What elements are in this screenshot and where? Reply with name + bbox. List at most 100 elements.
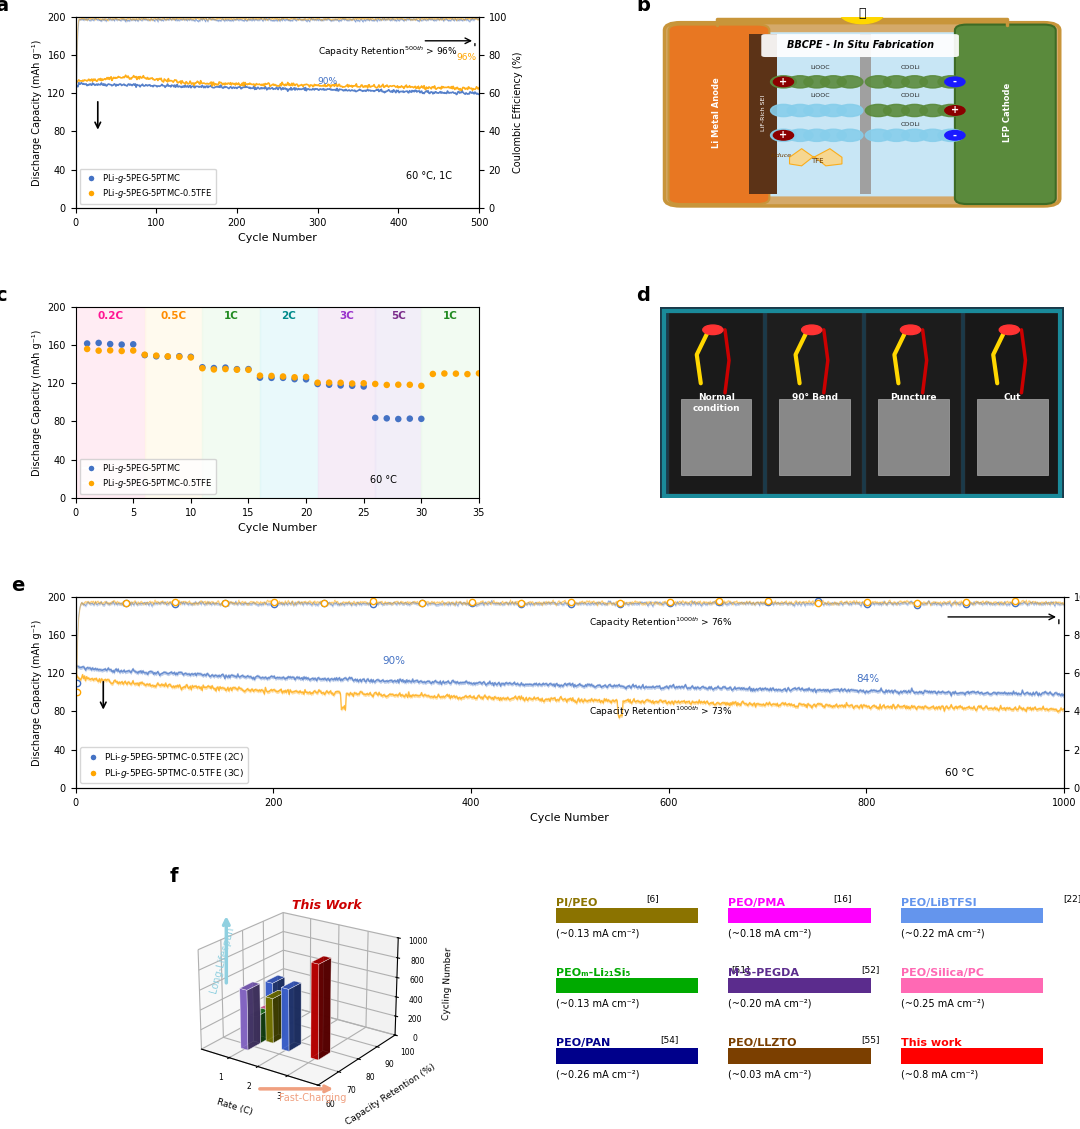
Text: c: c bbox=[0, 286, 6, 305]
Circle shape bbox=[703, 325, 723, 334]
Text: -: - bbox=[953, 77, 957, 87]
Bar bbox=[669, 313, 764, 495]
Bar bbox=[145, 307, 202, 498]
Text: Puncture: Puncture bbox=[891, 393, 937, 402]
Circle shape bbox=[937, 76, 963, 88]
Bar bbox=[966, 313, 1059, 495]
Circle shape bbox=[770, 76, 796, 88]
Circle shape bbox=[901, 325, 920, 334]
Point bbox=[183, 349, 200, 367]
Text: PEO/LLZTO: PEO/LLZTO bbox=[728, 1039, 797, 1049]
Point bbox=[332, 374, 349, 392]
Bar bbox=[901, 978, 1043, 994]
Point bbox=[274, 369, 292, 387]
Circle shape bbox=[883, 129, 909, 141]
Point bbox=[205, 359, 222, 377]
Text: 0.2C: 0.2C bbox=[97, 310, 123, 321]
Text: +: + bbox=[780, 77, 787, 87]
Text: +: + bbox=[780, 130, 787, 140]
Point bbox=[470, 365, 487, 383]
Bar bbox=[750, 34, 778, 194]
Text: [52]: [52] bbox=[862, 965, 880, 974]
Bar bbox=[680, 399, 752, 475]
Circle shape bbox=[787, 104, 813, 116]
Text: 5C: 5C bbox=[391, 310, 406, 321]
Y-axis label: Coulombic Efficiency (%): Coulombic Efficiency (%) bbox=[513, 52, 523, 173]
Point bbox=[217, 359, 234, 377]
Legend: PLi-$g$-5PEG-5PTMC-0.5TFE (2C), PLi-$g$-5PEG-5PTMC-0.5TFE (3C): PLi-$g$-5PEG-5PTMC-0.5TFE (2C), PLi-$g$-… bbox=[80, 747, 248, 784]
Point bbox=[205, 360, 222, 378]
Circle shape bbox=[865, 76, 891, 88]
Circle shape bbox=[999, 325, 1020, 334]
Point bbox=[355, 374, 373, 392]
Bar bbox=[375, 307, 421, 498]
Text: [22]: [22] bbox=[1063, 894, 1080, 903]
Text: LiOOC: LiOOC bbox=[810, 65, 829, 70]
Point bbox=[124, 335, 141, 353]
Circle shape bbox=[920, 129, 946, 141]
Bar bbox=[421, 307, 478, 498]
Circle shape bbox=[804, 104, 829, 116]
Text: PEO/LiBTFSI: PEO/LiBTFSI bbox=[901, 898, 976, 908]
Point bbox=[297, 370, 314, 388]
Legend: PLi-$g$-5PEG-5PTMC, PLi-$g$-5PEG-5PTMC-0.5TFE: PLi-$g$-5PEG-5PTMC, PLi-$g$-5PEG-5PTMC-0… bbox=[80, 168, 216, 203]
Circle shape bbox=[837, 104, 863, 116]
Bar bbox=[866, 313, 961, 495]
Text: e: e bbox=[12, 576, 25, 595]
Text: d: d bbox=[636, 286, 650, 305]
Circle shape bbox=[773, 131, 794, 140]
Point bbox=[148, 348, 165, 366]
Point bbox=[343, 377, 361, 395]
Text: Cut: Cut bbox=[1003, 393, 1022, 402]
Text: +: + bbox=[950, 105, 959, 115]
Text: f: f bbox=[170, 867, 178, 886]
Circle shape bbox=[770, 104, 796, 116]
Text: 3C: 3C bbox=[339, 310, 354, 321]
Text: Capacity Retention$^{1000th}$ > 76%: Capacity Retention$^{1000th}$ > 76% bbox=[590, 615, 733, 630]
FancyBboxPatch shape bbox=[664, 23, 1059, 205]
Point bbox=[297, 368, 314, 386]
Point bbox=[286, 370, 303, 388]
Circle shape bbox=[773, 77, 794, 87]
Point bbox=[217, 360, 234, 378]
Text: M-S-PEGDA: M-S-PEGDA bbox=[728, 968, 799, 978]
Circle shape bbox=[883, 104, 909, 116]
Text: [54]: [54] bbox=[660, 1035, 678, 1044]
Text: Fast-Charging: Fast-Charging bbox=[279, 1093, 347, 1103]
Circle shape bbox=[945, 131, 966, 140]
Circle shape bbox=[770, 129, 796, 141]
Text: (~0.22 mA cm⁻²): (~0.22 mA cm⁻²) bbox=[901, 928, 985, 938]
Text: (~0.13 mA cm⁻²): (~0.13 mA cm⁻²) bbox=[555, 928, 639, 938]
Text: COOLi: COOLi bbox=[901, 65, 920, 70]
Point bbox=[401, 376, 418, 394]
Text: PEO/Silica/PC: PEO/Silica/PC bbox=[901, 968, 984, 978]
Circle shape bbox=[902, 104, 928, 116]
Point bbox=[79, 334, 96, 352]
Bar bbox=[728, 1048, 870, 1064]
Text: Capacity Retention$^{500th}$ > 96%: Capacity Retention$^{500th}$ > 96% bbox=[318, 45, 457, 59]
Text: COOLi: COOLi bbox=[901, 122, 920, 126]
Bar bbox=[318, 307, 375, 498]
Point bbox=[321, 376, 338, 394]
Circle shape bbox=[837, 129, 863, 141]
Point bbox=[390, 410, 407, 428]
Text: 1C: 1C bbox=[224, 310, 239, 321]
Point bbox=[240, 361, 257, 379]
Point bbox=[171, 347, 188, 365]
Bar bbox=[728, 908, 870, 924]
Circle shape bbox=[945, 77, 966, 87]
Text: a: a bbox=[0, 0, 8, 15]
Point bbox=[332, 376, 349, 394]
Point bbox=[390, 376, 407, 394]
Circle shape bbox=[865, 104, 891, 116]
Text: Li Metal Anode: Li Metal Anode bbox=[713, 77, 721, 148]
Polygon shape bbox=[789, 149, 842, 166]
Point bbox=[159, 348, 176, 366]
FancyBboxPatch shape bbox=[745, 33, 975, 196]
Circle shape bbox=[937, 104, 963, 116]
Bar bbox=[555, 1048, 698, 1064]
Bar bbox=[202, 307, 260, 498]
Point bbox=[113, 335, 131, 353]
Text: This work: This work bbox=[901, 1039, 962, 1049]
Y-axis label: Discharge Capacity (mAh g⁻¹): Discharge Capacity (mAh g⁻¹) bbox=[31, 40, 42, 185]
